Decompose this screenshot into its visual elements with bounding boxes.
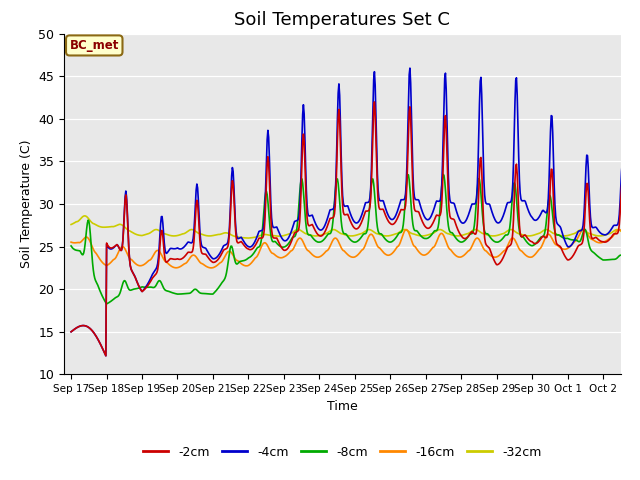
Title: Soil Temperatures Set C: Soil Temperatures Set C	[234, 11, 451, 29]
Legend: -2cm, -4cm, -8cm, -16cm, -32cm: -2cm, -4cm, -8cm, -16cm, -32cm	[138, 441, 547, 464]
Text: BC_met: BC_met	[70, 39, 119, 52]
Y-axis label: Soil Temperature (C): Soil Temperature (C)	[20, 140, 33, 268]
X-axis label: Time: Time	[327, 400, 358, 413]
